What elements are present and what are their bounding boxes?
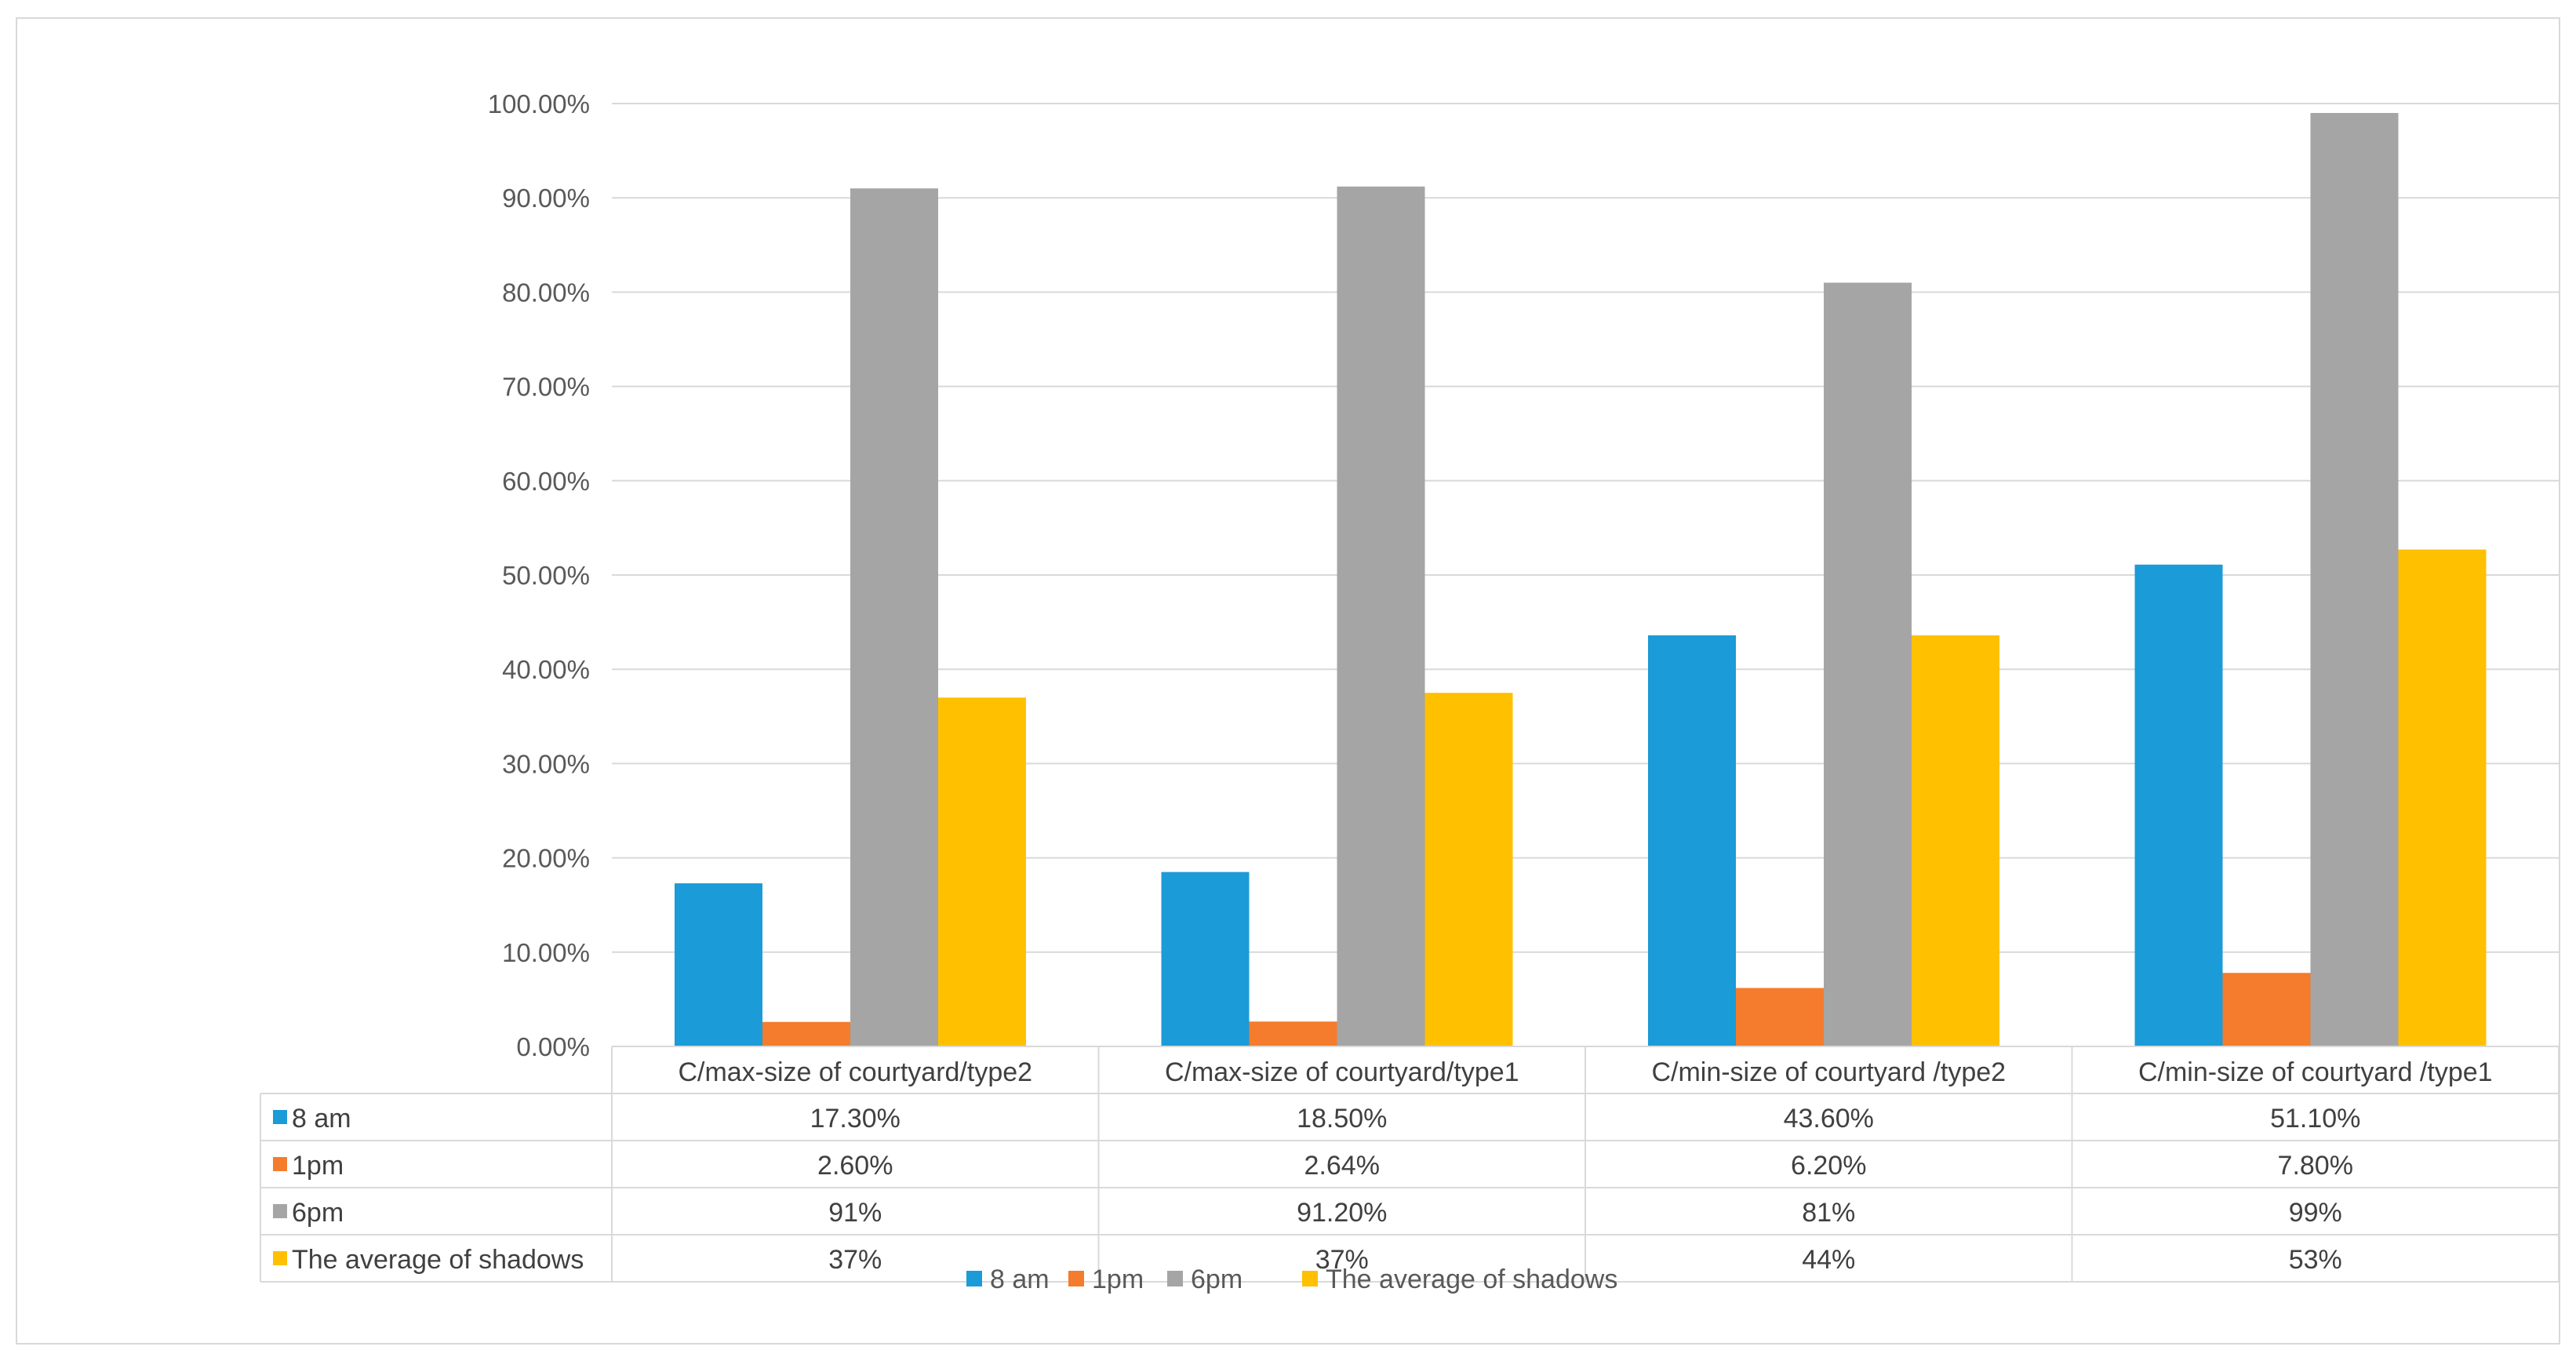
table-row-label: 6pm [292,1198,344,1228]
table-row-label: The average of shadows [292,1245,584,1275]
bar-1pm-3 [2222,973,2311,1046]
table-row-label: 1pm [292,1151,344,1181]
bar-1pm-2 [1736,988,1824,1046]
table-cell: 2.60% [817,1151,893,1181]
table-cell: 7.80% [2278,1151,2353,1181]
table-cell: 17.30% [810,1104,901,1134]
table-cell: 53% [2289,1245,2342,1275]
legend-label: 8 am [990,1265,1050,1294]
table-cell: 18.50% [1297,1104,1387,1134]
bar-the-average-of-shadows-0 [938,697,1026,1046]
y-tick-label: 70.00% [502,373,590,402]
bar-8-am-2 [1648,635,1736,1046]
table-legend-key [273,1251,287,1265]
legend-key [1068,1271,1084,1286]
table-legend-key [273,1204,287,1218]
table-cell: 51.10% [2270,1104,2360,1134]
y-tick-label: 50.00% [502,561,590,590]
bar-the-average-of-shadows-1 [1424,693,1513,1046]
table-cell: 81% [1802,1198,1855,1228]
table-legend-key [273,1157,287,1171]
bar-1pm-0 [762,1021,850,1046]
y-tick-label: 60.00% [502,467,590,496]
y-tick-label: 100.00% [488,89,590,118]
bar-6pm-1 [1337,186,1425,1046]
y-tick-label: 40.00% [502,655,590,684]
bar-8-am-0 [675,883,762,1046]
category-label: C/min-size of courtyard /type1 [2138,1057,2493,1087]
y-tick-label: 90.00% [502,184,590,213]
y-tick-label: 10.00% [502,938,590,967]
bar-6pm-2 [1824,282,1912,1046]
y-tick-label: 80.00% [502,278,590,307]
table-cell: 99% [2289,1198,2342,1228]
legend-label: 1pm [1092,1265,1144,1294]
table-legend-key [273,1110,287,1124]
table-cell: 91.20% [1297,1198,1387,1228]
table-cell: 37% [1315,1245,1369,1275]
table-cell: 91% [828,1198,882,1228]
table-cell: 37% [828,1245,882,1275]
category-label: C/max-size of courtyard/type2 [678,1057,1032,1087]
category-label: C/max-size of courtyard/type1 [1165,1057,1519,1087]
y-tick-label: 30.00% [502,749,590,778]
table-cell: 44% [1802,1245,1855,1275]
y-tick-label: 0.00% [516,1032,590,1061]
table-row-label: 8 am [292,1104,351,1134]
legend-label: 6pm [1191,1265,1243,1294]
table-cell: 2.64% [1304,1151,1380,1181]
legend-key [1167,1271,1183,1286]
bar-the-average-of-shadows-3 [2398,549,2487,1046]
bar-8-am-1 [1161,872,1250,1046]
bar-6pm-0 [850,188,938,1047]
table-cell: 6.20% [1791,1151,1866,1181]
bar-8-am-3 [2134,564,2223,1046]
y-tick-label: 20.00% [502,844,590,873]
table-cell: 43.60% [1784,1104,1874,1134]
legend-key [966,1271,982,1286]
bar-6pm-3 [2310,113,2399,1046]
bar-the-average-of-shadows-2 [1912,635,1999,1046]
legend-label: The average of shadows [1326,1265,1617,1294]
bar-1pm-1 [1249,1021,1337,1046]
category-label: C/min-size of courtyard /type2 [1651,1057,2006,1087]
legend-key [1302,1271,1318,1286]
